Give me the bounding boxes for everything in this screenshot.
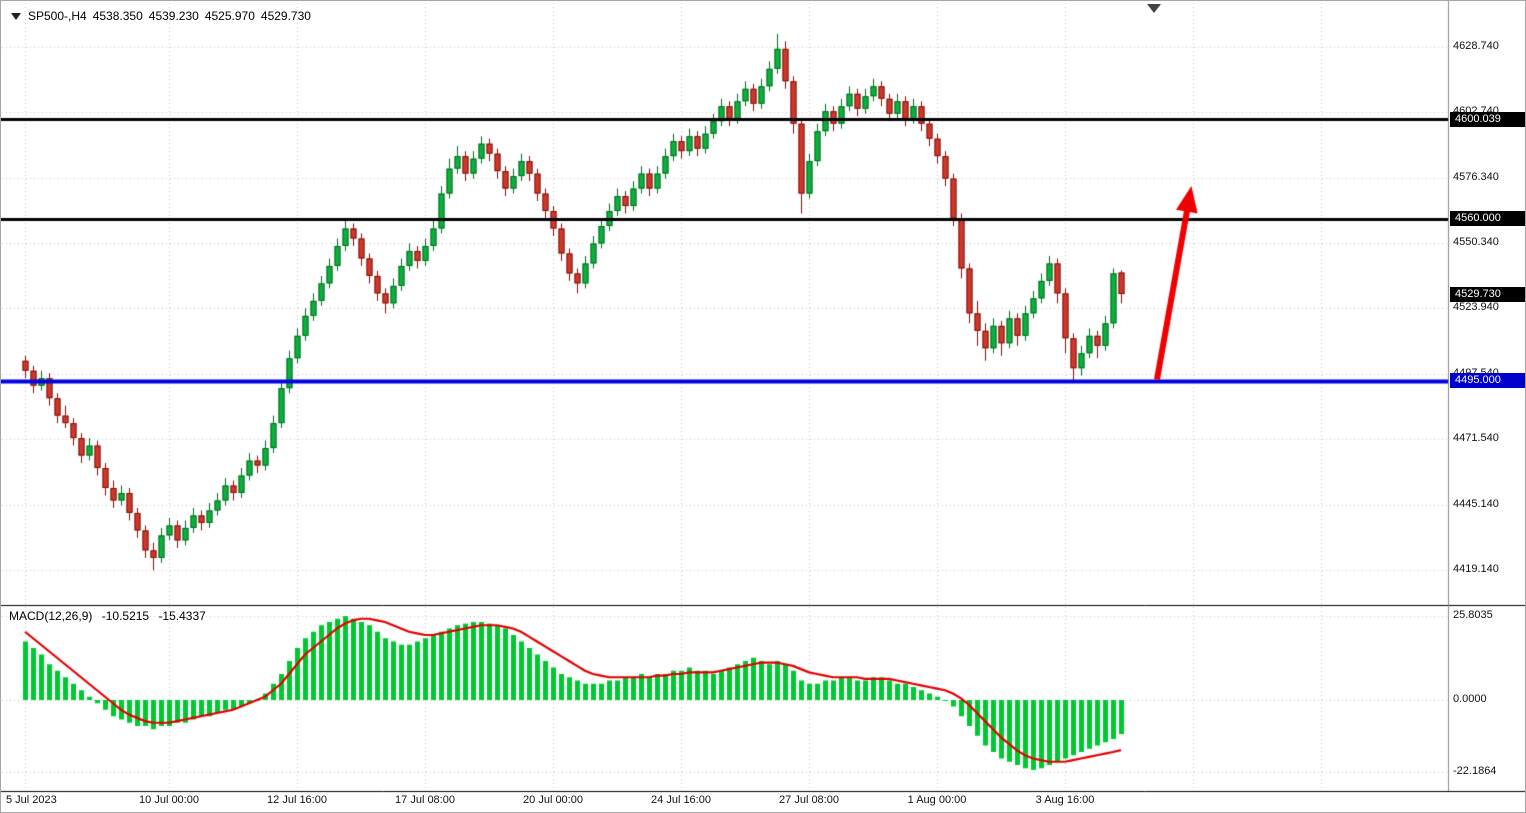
current-price-badge: 4529.730 [1450, 287, 1525, 302]
symbol-dropdown-icon[interactable] [11, 12, 21, 20]
macd-main-value: -10.5215 [101, 609, 150, 623]
macd-signal-value: -15.4337 [158, 609, 206, 623]
ohlc-low: 4525.970 [204, 9, 255, 23]
chart-header: SP500-,H4 4538.350 4539.230 4525.970 452… [11, 9, 317, 23]
chart-shift-marker-icon[interactable] [1147, 4, 1161, 13]
blue-level-price-badge: 4495.000 [1450, 373, 1525, 388]
resistance-price-badge: 4600.039 [1450, 112, 1525, 127]
ohlc-high: 4539.230 [148, 9, 199, 23]
symbol-period-label: SP500-,H4 [28, 9, 87, 23]
ohlc-open: 4538.350 [92, 9, 143, 23]
macd-indicator-label: MACD(12,26,9) -10.5215 -15.4337 [9, 609, 212, 623]
ohlc-close: 4529.730 [260, 9, 311, 23]
support-price-badge: 4560.000 [1450, 211, 1525, 226]
macd-name: MACD(12,26,9) [9, 609, 93, 623]
